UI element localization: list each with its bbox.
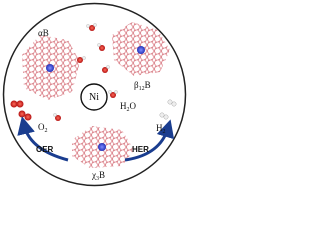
beta-label: β12B: [134, 80, 151, 92]
outer-circle: [2, 2, 187, 187]
illustration: Ni αB β12B H2O O2 OER HER H2 χ3B: [2, 2, 187, 187]
chi-label: χ3B: [91, 170, 105, 182]
her-label: HER: [132, 145, 149, 154]
hydrogen-molecules: [159, 99, 177, 120]
ni-atom: [98, 143, 106, 151]
center-label: Ni: [89, 92, 99, 103]
ni-atom: [137, 46, 145, 54]
ni-atom: [46, 64, 54, 72]
oxygen-label: O2: [38, 122, 48, 134]
her-arrow: [124, 119, 175, 162]
alpha-label: αB: [38, 28, 49, 38]
water-molecules: [53, 23, 118, 121]
center-circle: [80, 83, 108, 111]
oer-label: OER: [36, 145, 54, 154]
oxygen-molecules: [10, 100, 32, 121]
hydrogen-label: H2: [156, 123, 166, 135]
oer-arrow: [17, 116, 69, 162]
water-label: H2O: [120, 101, 137, 113]
